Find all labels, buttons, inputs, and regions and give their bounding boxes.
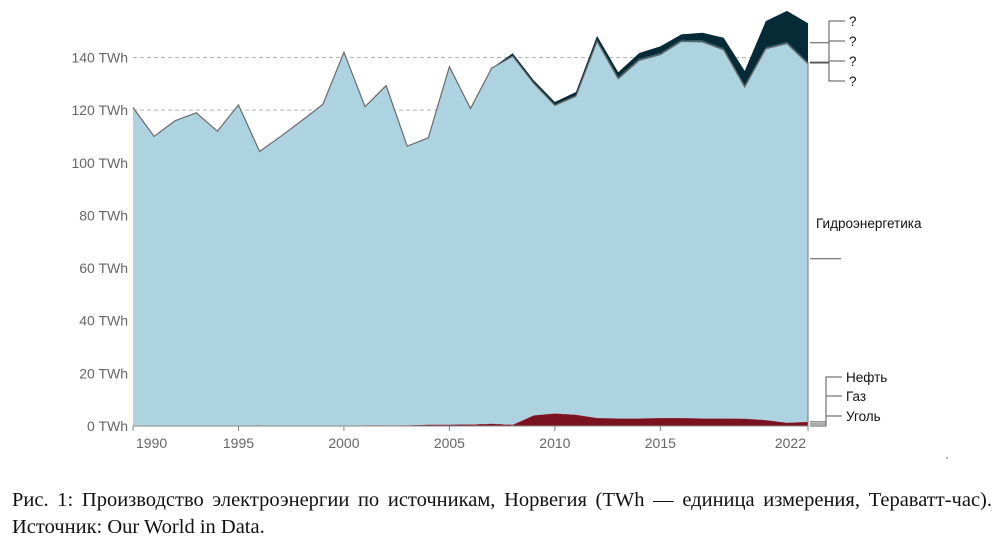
y-tick-label: 0 TWh [87,418,128,434]
label-leader-line [810,60,845,63]
area-series-1 [133,413,808,426]
y-tick-label: 20 TWh [79,365,128,381]
label-leader-line [810,20,845,64]
y-tick-label: 80 TWh [79,207,128,223]
x-tick-label: 2005 [434,435,465,451]
figure-caption: Рис. 1: Производство электроэнергии по и… [12,489,992,538]
y-tick-label: 120 TWh [71,102,128,118]
y-tick-label: 60 TWh [79,260,128,276]
x-tick-label: 2015 [645,435,676,451]
y-axis-ticks: 0 TWh 20 TWh 40 TWh 60 TWh 80 TWh 100 TWh 120 … [71,49,128,434]
y-tick-label: 140 TWh [71,49,128,65]
area-series [132,10,809,427]
series-label-5: ? [849,34,857,49]
y-tick-label: 100 TWh [71,155,128,171]
label-leader-line [810,376,842,423]
hydro-outline [132,40,809,153]
x-tick-label: 2000 [328,435,359,451]
x-tick-label: 1995 [223,435,254,451]
area-series-3 [133,41,808,427]
series-label-6: ? [849,54,857,69]
series-labels: Уголь Газ Нефть Гидроэнергетика???? [810,14,922,427]
series-label-1: Газ [846,389,866,404]
series-label-7: ? [849,74,857,89]
series-label-3: Гидроэнергетика [816,216,922,231]
y-tick-label: 40 TWh [79,313,128,329]
axes [133,61,809,427]
x-tick-label: 2022 [775,435,806,451]
label-leader-line [810,40,845,63]
label-leader-line [810,42,845,82]
series-label-2: Нефть [846,370,887,385]
x-axis-ticks: 1990 1995 2000 2005 2010 2015 2022 [132,426,809,451]
series-label-0: Уголь [846,409,881,424]
corner-dot [946,457,948,459]
series-label-4: ? [849,14,857,29]
x-tick-label: 1990 [136,435,167,451]
x-tick-label: 2010 [539,435,570,451]
